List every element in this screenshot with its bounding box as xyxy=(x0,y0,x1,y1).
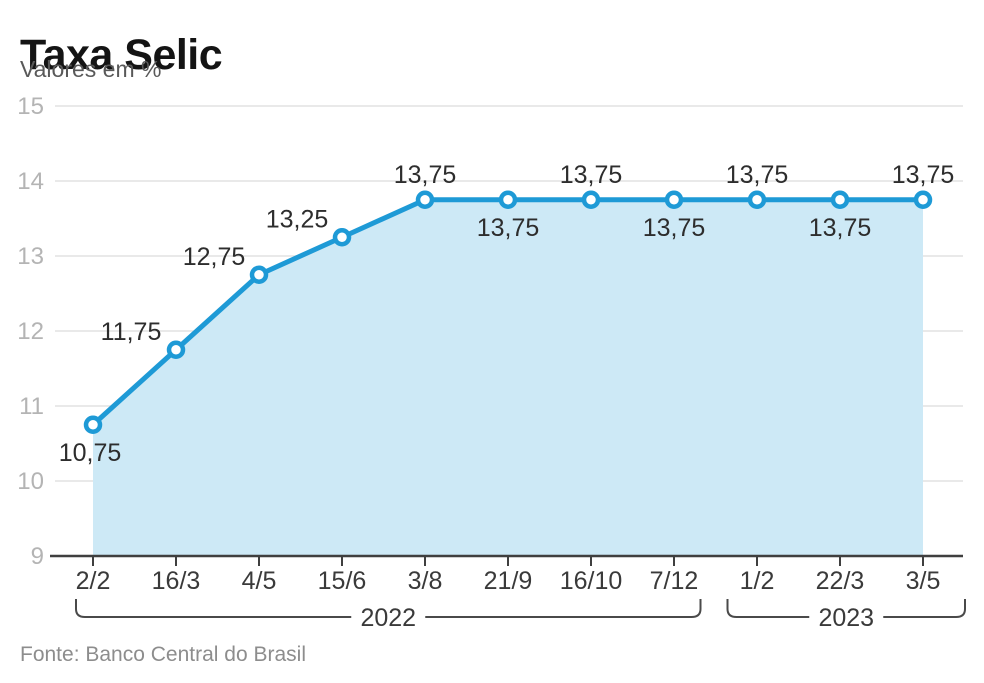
x-tick-label: 2/2 xyxy=(76,567,111,595)
data-label: 12,75 xyxy=(183,243,246,271)
x-tick-label: 15/6 xyxy=(318,567,367,595)
year-bracket xyxy=(726,599,810,618)
data-point-marker xyxy=(664,190,684,209)
y-tick-label: 14 xyxy=(17,168,44,195)
x-tick-label: 1/2 xyxy=(740,567,775,595)
data-label: 13,75 xyxy=(809,214,872,242)
data-point-marker xyxy=(332,228,352,247)
data-point-marker xyxy=(249,265,269,284)
y-tick-label: 11 xyxy=(19,393,44,420)
data-label: 13,75 xyxy=(394,161,457,189)
data-label: 13,75 xyxy=(477,214,540,242)
chart-subtitle: Valores em % xyxy=(20,56,162,82)
data-point-marker xyxy=(166,340,186,359)
data-label: 13,75 xyxy=(726,161,789,189)
year-bracket xyxy=(75,599,352,618)
data-point-marker xyxy=(83,415,103,434)
data-point-marker xyxy=(913,190,933,209)
data-label: 10,75 xyxy=(59,439,122,467)
chart-title: Taxa Selic xyxy=(20,30,223,79)
data-point-marker xyxy=(498,190,518,209)
data-label: 11,75 xyxy=(101,318,162,346)
y-tick-label: 10 xyxy=(17,468,44,495)
x-tick-label: 7/12 xyxy=(650,567,699,595)
data-label: 13,75 xyxy=(643,214,706,242)
x-tick-label: 21/9 xyxy=(484,567,533,595)
data-point-marker xyxy=(747,190,767,209)
data-point-marker xyxy=(581,190,601,209)
year-bracket xyxy=(425,599,702,618)
y-tick-label: 15 xyxy=(17,93,44,120)
y-tick-label: 13 xyxy=(17,243,44,270)
source-note: Fonte: Banco Central do Brasil xyxy=(20,643,306,666)
year-bracket-label: 2023 xyxy=(818,604,874,632)
data-label: 13,25 xyxy=(266,205,329,233)
year-bracket xyxy=(883,599,966,618)
area-fill xyxy=(93,199,923,556)
x-tick-label: 4/5 xyxy=(242,567,277,595)
data-point-marker xyxy=(830,190,850,209)
x-tick-label: 16/3 xyxy=(152,567,201,595)
x-tick-label: 16/10 xyxy=(560,567,623,595)
x-tick-label: 3/5 xyxy=(906,567,941,595)
x-tick-label: 3/8 xyxy=(408,567,443,595)
data-label: 13,75 xyxy=(560,161,623,189)
y-tick-label: 9 xyxy=(31,543,44,570)
data-point-marker xyxy=(415,190,435,209)
x-tick-label: 22/3 xyxy=(816,567,865,595)
year-bracket-label: 2022 xyxy=(360,604,416,632)
data-label: 13,75 xyxy=(892,161,955,189)
y-tick-label: 12 xyxy=(17,318,44,345)
